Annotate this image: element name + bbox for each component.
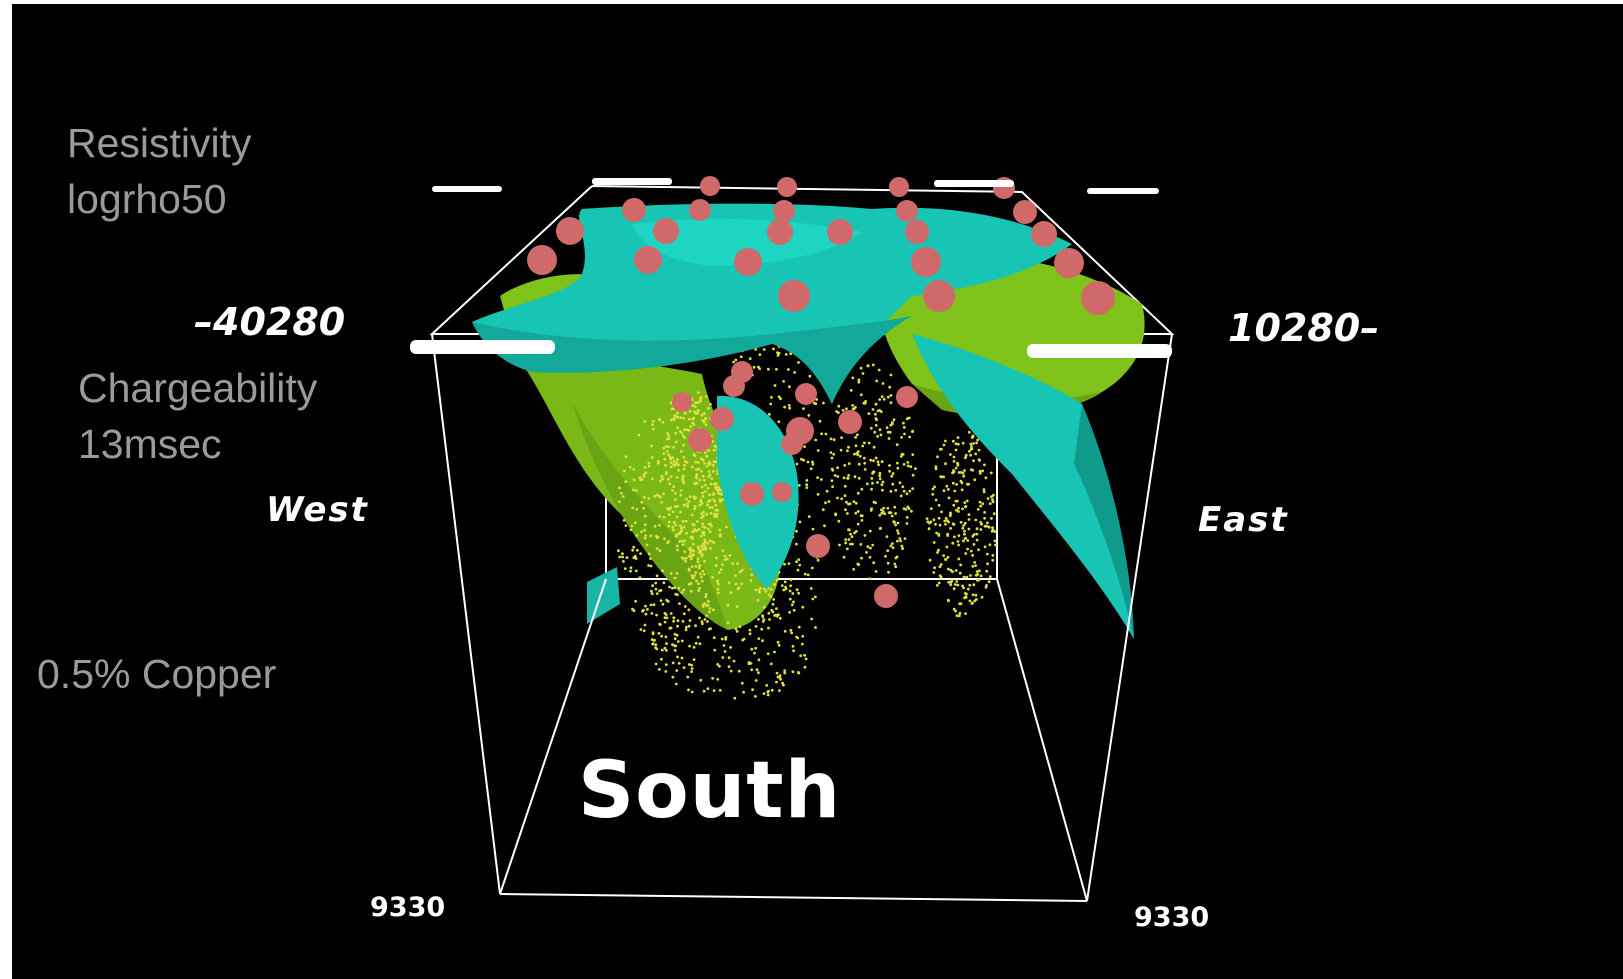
chargeability-value: 13msec <box>78 421 222 467</box>
drill-marker <box>896 386 918 408</box>
drill-marker <box>806 534 830 558</box>
3d-viewport[interactable]: Resistivity logrho50 Chargeability 13mse… <box>12 4 1623 979</box>
drill-marker <box>923 280 955 312</box>
drill-marker <box>777 177 797 197</box>
drill-marker <box>688 428 712 452</box>
drill-marker <box>838 410 862 434</box>
drill-marker <box>734 248 762 276</box>
resistivity-title: Resistivity <box>67 120 252 166</box>
drill-marker <box>767 219 793 245</box>
drill-marker <box>773 200 795 222</box>
chargeability-title: Chargeability <box>78 365 318 411</box>
copper-label: 0.5% Copper <box>37 651 277 697</box>
drill-hole-markers <box>527 176 1115 608</box>
axis-label-east: East <box>1198 500 1289 540</box>
drill-marker <box>1031 221 1057 247</box>
axis-left-coordinate: –40280 <box>194 300 346 344</box>
chargeability-legend: Chargeability 13msec <box>78 360 317 472</box>
drill-marker <box>827 219 853 245</box>
bounding-box-front <box>431 333 1173 902</box>
drill-marker <box>672 392 692 412</box>
drill-marker <box>874 584 898 608</box>
drill-marker <box>772 482 792 502</box>
drill-marker <box>710 407 734 431</box>
axis-label-south: South <box>578 746 842 836</box>
axis-bottom-left-coordinate: 9330 <box>370 892 446 923</box>
drill-marker <box>911 247 941 277</box>
drill-marker <box>781 433 803 455</box>
drill-marker <box>700 176 720 196</box>
drill-marker <box>896 200 918 222</box>
axis-bottom-right-coordinate: 9330 <box>1134 902 1210 933</box>
drill-marker <box>723 375 745 397</box>
drill-marker <box>634 246 662 274</box>
drill-marker <box>889 177 909 197</box>
drill-marker <box>689 199 711 221</box>
resistivity-value: logrho50 <box>67 176 227 222</box>
axis-right-coordinate: 10280– <box>1228 306 1380 350</box>
drill-marker <box>795 383 817 405</box>
drill-marker <box>556 217 584 245</box>
drill-marker <box>1013 200 1037 224</box>
copper-legend: 0.5% Copper <box>37 646 276 702</box>
resistivity-legend: Resistivity logrho50 <box>67 115 252 227</box>
drill-marker <box>622 198 646 222</box>
drill-marker <box>1054 248 1084 278</box>
drill-marker <box>905 220 929 244</box>
drill-marker <box>1081 281 1115 315</box>
drill-marker <box>527 245 557 275</box>
drill-marker <box>740 482 764 506</box>
tick-label-blobs <box>410 178 1172 358</box>
drill-marker <box>653 218 679 244</box>
drill-marker <box>778 280 810 312</box>
3d-scene <box>410 176 1175 902</box>
axis-label-west: West <box>266 490 369 530</box>
